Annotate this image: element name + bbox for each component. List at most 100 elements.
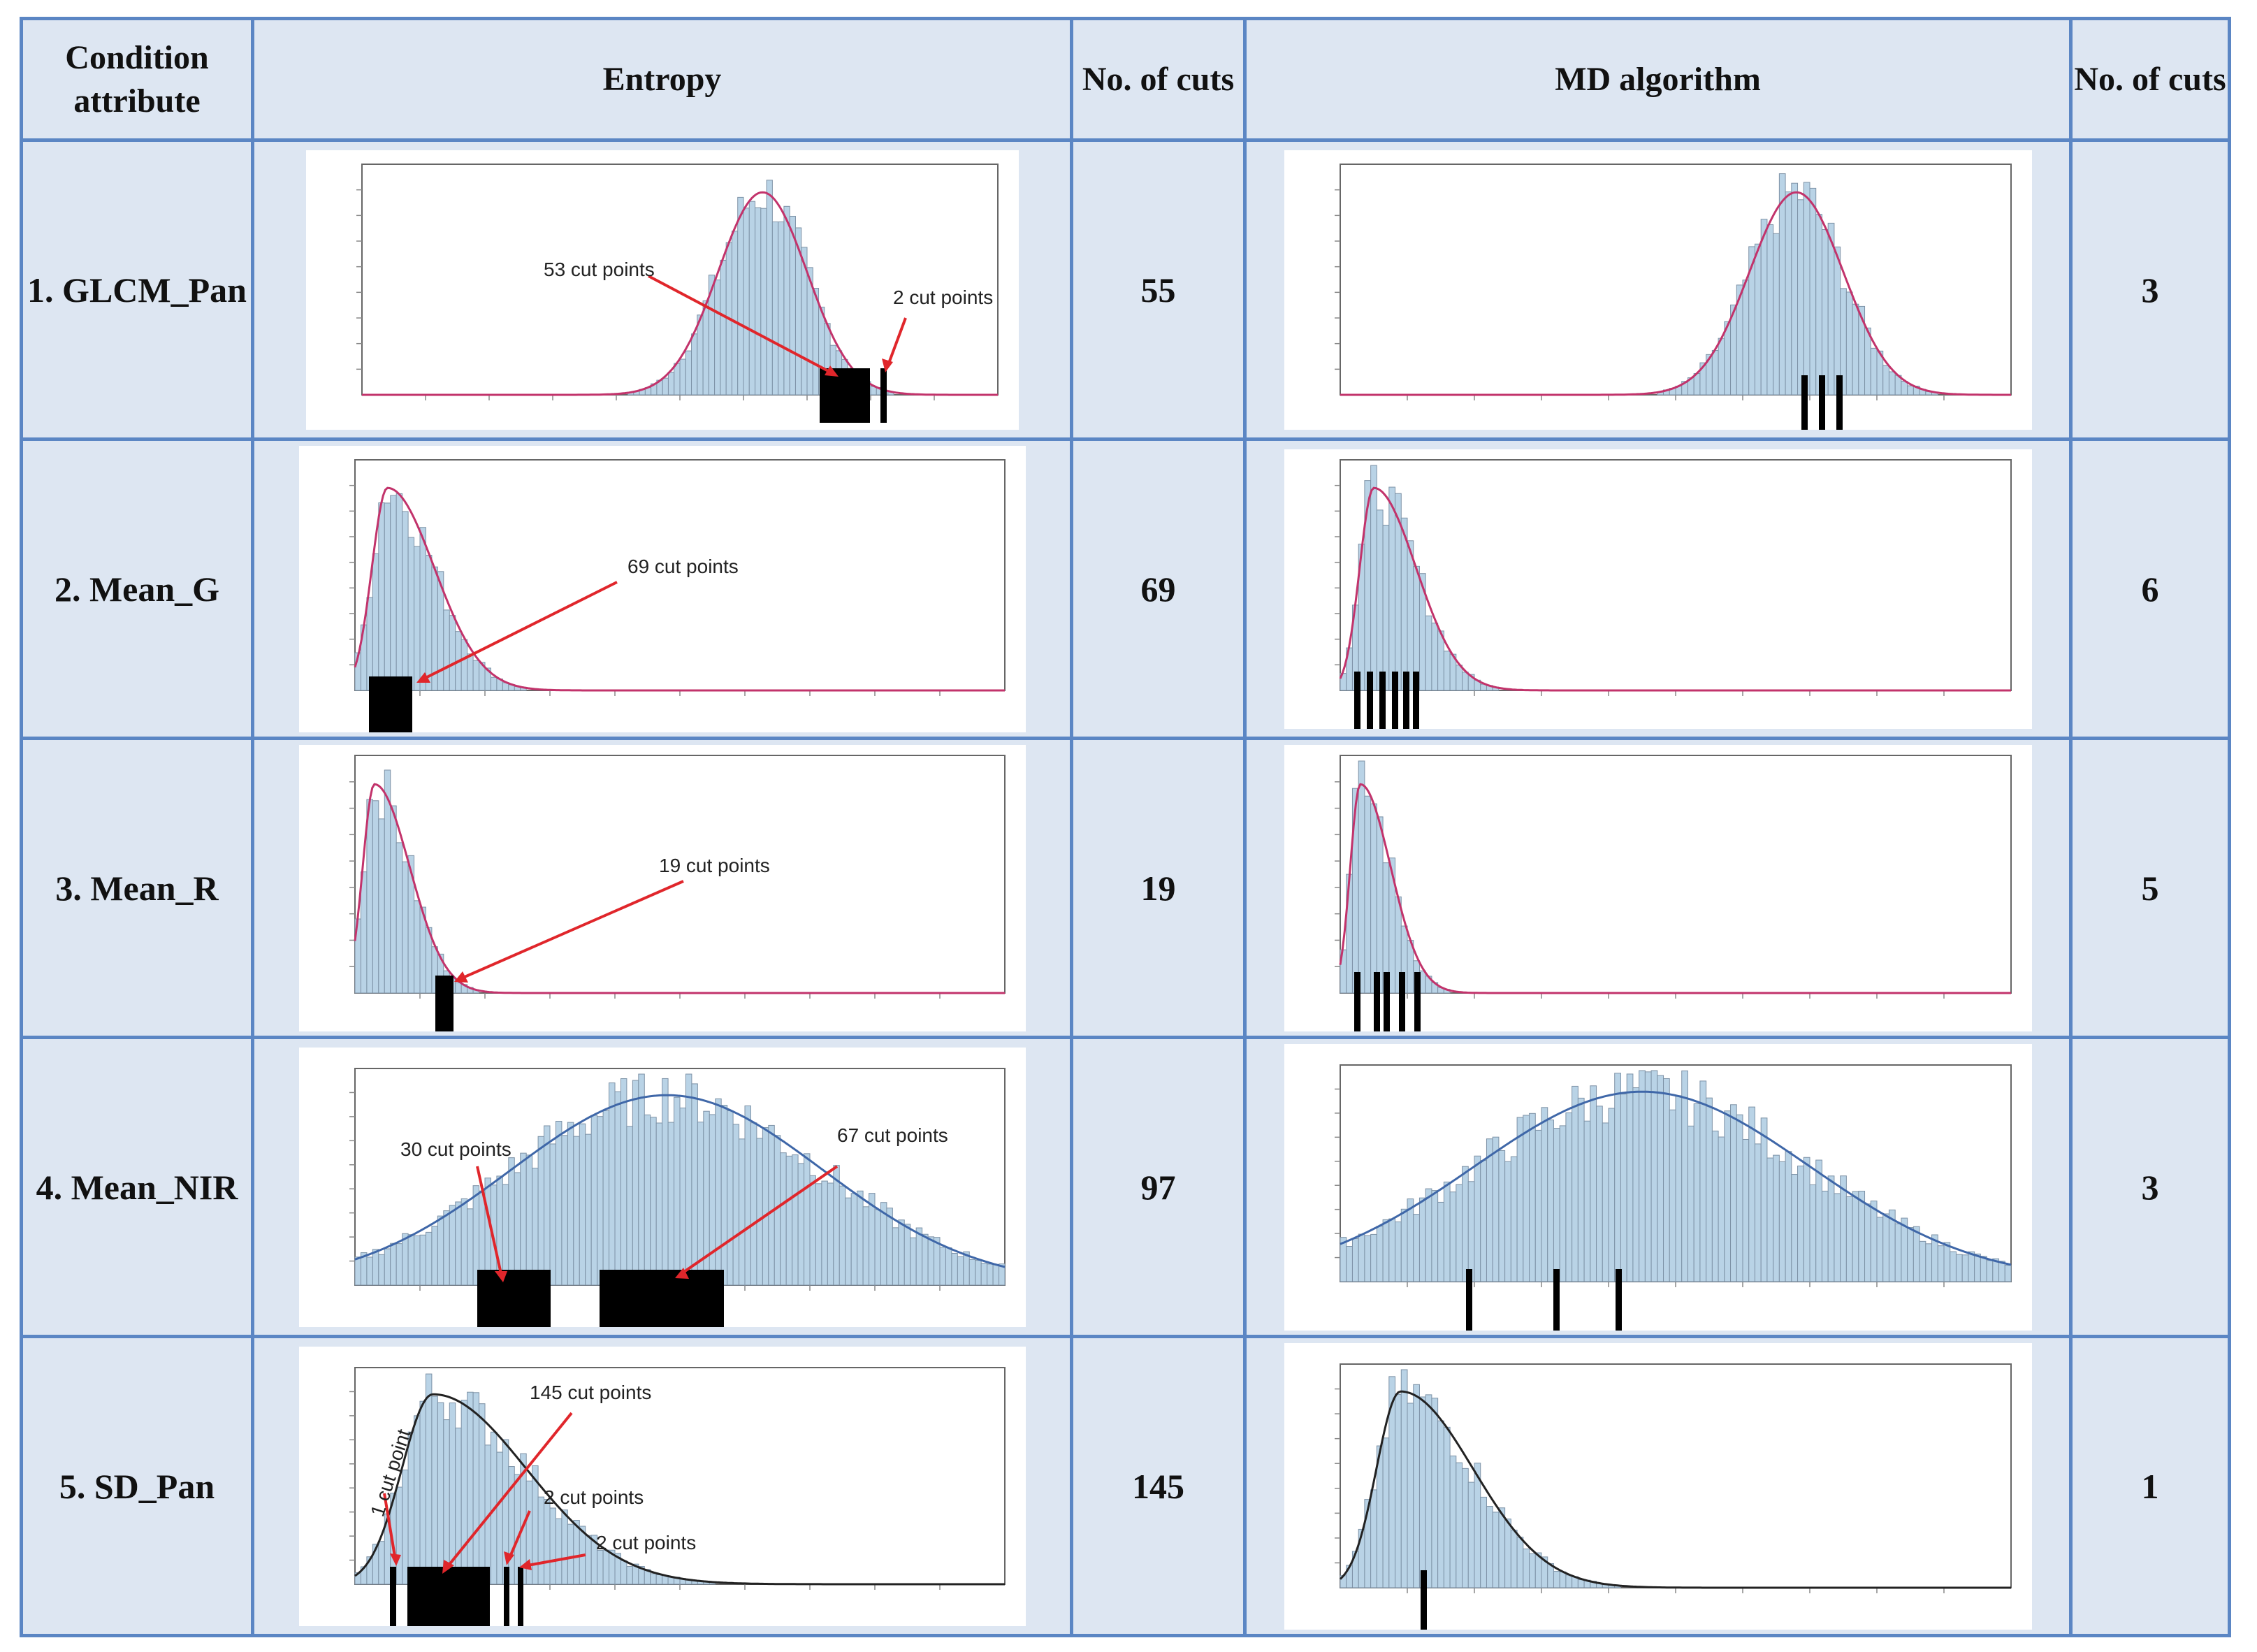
histogram-bar [1559, 1124, 1566, 1282]
histogram-bar [771, 221, 778, 395]
histogram-bar [1425, 1393, 1432, 1588]
histogram-bar [743, 207, 750, 396]
histogram-bar [531, 1167, 539, 1285]
table-row: 5. SD_Pan 1 cut point 145 cut points 2 [20, 1335, 2231, 1637]
histogram-bar [596, 1115, 604, 1285]
histogram-bar [1418, 1396, 1426, 1588]
histogram-bar [1479, 1159, 1487, 1282]
density-curve [1339, 1090, 2011, 1266]
histogram-bar [419, 1234, 426, 1285]
histogram-bar [732, 1123, 739, 1285]
histogram-bar [1833, 1193, 1841, 1282]
histogram-bar [1565, 1574, 1572, 1588]
histogram-bar [1882, 1213, 1889, 1282]
histogram-bar [789, 215, 796, 395]
histogram-bar [1687, 1125, 1694, 1282]
histogram-bar [454, 982, 462, 993]
histogram-bar [1815, 213, 1822, 395]
density-curve [1339, 1390, 2011, 1588]
histogram-bar [1589, 1085, 1597, 1282]
histogram-bar [1723, 1110, 1731, 1282]
density-curve [354, 1094, 1005, 1268]
histogram-bar [1906, 384, 1914, 396]
histogram-bar [1358, 1233, 1365, 1282]
histogram-bar [850, 1192, 857, 1285]
histogram-bar [1474, 1155, 1481, 1282]
histogram-bar [1986, 1259, 1993, 1282]
histogram-bar [549, 1507, 556, 1584]
histogram-bar [549, 1143, 556, 1285]
histogram-bar [1467, 1180, 1475, 1282]
histogram-bar [572, 1519, 580, 1584]
histogram-bar [1766, 1157, 1773, 1282]
histogram-bar [986, 1263, 994, 1286]
histogram-bar [1467, 1481, 1475, 1588]
density-curve [1339, 782, 2011, 994]
histogram-bar [927, 1236, 934, 1285]
annotation-label: 53 cut points [544, 259, 655, 280]
md-histogram-mean-g [1284, 449, 2032, 729]
histogram-bar [1553, 1570, 1560, 1588]
histogram-bar [649, 1572, 657, 1585]
histogram-bar [401, 510, 409, 691]
histogram-bar [620, 1560, 627, 1585]
histogram-bar [1980, 1255, 1987, 1282]
histogram-bar [766, 179, 773, 396]
entropy-plot-cell: 19 cut points [251, 737, 1073, 1039]
entropy-histogram-mean-nir: 30 cut points 67 cut points [298, 1047, 1026, 1327]
histogram-bar [1711, 1130, 1719, 1282]
histogram-bar [1516, 1117, 1523, 1282]
histogram-bar [454, 1201, 462, 1286]
entropy-histogram-mean-g: 69 cut points [298, 445, 1026, 732]
histogram-bar [437, 1215, 444, 1286]
histogram-bar [980, 1262, 987, 1286]
histogram-bar [1376, 509, 1384, 690]
density-curve [1339, 486, 2011, 691]
histogram-bar [1906, 1226, 1914, 1282]
histogram-bar [1913, 1226, 1920, 1282]
histogram-bar [608, 1082, 615, 1286]
histogram-bar [395, 493, 402, 691]
histogram-bar [839, 1185, 846, 1285]
histogram-bar [395, 1486, 402, 1584]
histogram-bar [1400, 1208, 1407, 1282]
histogram-bar [537, 1136, 544, 1286]
histogram-bar [360, 871, 367, 993]
histogram-bar [1449, 1455, 1456, 1588]
histogram-bar [1742, 279, 1749, 395]
histogram-bar [377, 502, 385, 691]
histogram-bar [1693, 1103, 1700, 1282]
histogram-bar [1772, 1154, 1780, 1282]
histogram-bar [1479, 1496, 1487, 1588]
histogram-bar [1778, 1161, 1786, 1282]
row-label: 2. Mean_G [20, 437, 254, 740]
histogram-bar [555, 1120, 562, 1285]
histogram-bar [1797, 198, 1804, 396]
histogram-bar [1955, 1254, 1963, 1282]
md-plot-cell [1243, 737, 2073, 1039]
table-row: 2. Mean_G 69 cut points 69 [20, 437, 2231, 740]
histogram-bar [442, 1210, 450, 1285]
histogram-bar [685, 1073, 692, 1285]
histogram-bar [1613, 1072, 1621, 1282]
histogram-bar [719, 259, 727, 395]
histogram-bar [1949, 1251, 1957, 1282]
histogram-bar [897, 1219, 905, 1285]
histogram-bar [1845, 1196, 1853, 1282]
histogram-bar [567, 1122, 574, 1285]
histogram-bar [407, 1233, 414, 1285]
histogram-bar [389, 494, 397, 691]
histogram-bar [655, 1122, 662, 1286]
histogram-bar [454, 1427, 462, 1584]
histogram-bar [1864, 1203, 1871, 1282]
histogram-bar [1675, 1094, 1682, 1282]
histogram-bar [1699, 1080, 1706, 1282]
histogram-bar [1437, 1201, 1444, 1282]
entropy-plot-cell: 30 cut points 67 cut points [251, 1036, 1073, 1338]
histogram-bar [767, 1124, 775, 1285]
histogram-bar [1400, 1369, 1407, 1588]
histogram-bar [425, 554, 432, 690]
histogram-bar [655, 1574, 662, 1584]
histogram-bar [696, 314, 704, 396]
histogram-bar [1546, 1119, 1554, 1282]
